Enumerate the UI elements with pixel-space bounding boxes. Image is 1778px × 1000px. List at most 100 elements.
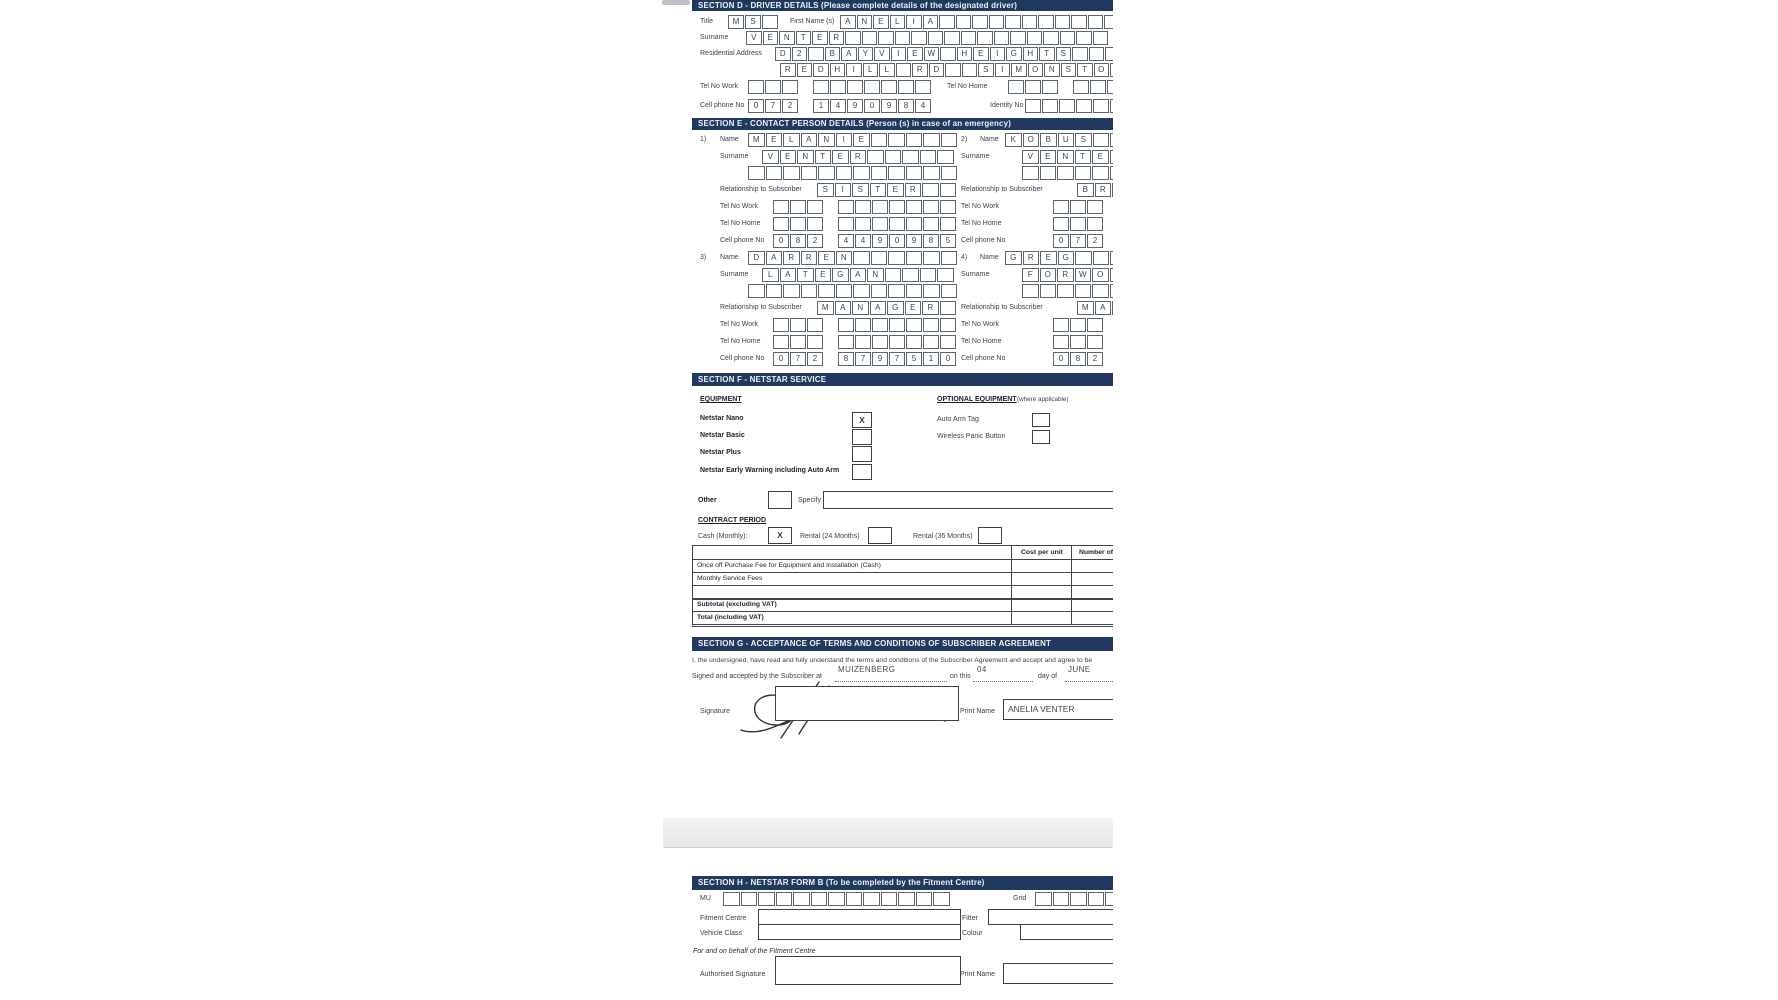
char-box (1092, 251, 1109, 265)
scan-artifact-smudge (662, 0, 690, 5)
form-label: Authorised Signature (700, 971, 766, 978)
char-box (835, 284, 852, 298)
char-box (838, 200, 854, 214)
char-box (919, 150, 936, 164)
char-box: 2 (807, 352, 823, 366)
char-box: O (1112, 183, 1113, 197)
char-box: O (1022, 133, 1039, 147)
checkbox-netstar-early-warning (852, 464, 872, 480)
char-box: E (814, 268, 831, 282)
char-box (1071, 15, 1087, 29)
char-box (1054, 15, 1070, 29)
char-box (915, 80, 931, 94)
char-box: R (1109, 150, 1113, 164)
char-box (923, 217, 939, 231)
char-box: R (922, 301, 939, 315)
checkbox-wireless-panic-button (1032, 430, 1050, 444)
char-box (783, 166, 800, 180)
char-box: 4 (855, 234, 871, 248)
char-box (1092, 133, 1109, 147)
char-box (1038, 15, 1054, 29)
char-box: G (887, 301, 904, 315)
section-header-section-g: SECTION G - ACCEPTANCE OF TERMS AND COND… (692, 637, 1113, 651)
char-box (894, 31, 910, 45)
char-box: E (796, 63, 812, 77)
form-label: Other (698, 497, 717, 504)
char-box (872, 335, 888, 349)
char-box (1070, 892, 1087, 906)
form-label: Identity No (990, 102, 1024, 109)
char-box (940, 200, 956, 214)
char-box (818, 166, 835, 180)
char-box (906, 318, 922, 332)
char-box (870, 284, 887, 298)
form-label: 4) (961, 254, 968, 261)
char-box (1053, 335, 1069, 349)
char-box (853, 284, 870, 298)
char-box (939, 301, 956, 315)
char-box (1076, 31, 1092, 45)
char-box (872, 200, 888, 214)
vehicle-class-field (758, 924, 961, 940)
char-box (888, 166, 905, 180)
char-box (923, 335, 939, 349)
char-box (1059, 99, 1075, 113)
form-label: Name (720, 254, 739, 261)
char-box (855, 217, 871, 231)
char-box: T (1077, 63, 1093, 77)
char-box (835, 166, 852, 180)
char-box: G (1057, 251, 1074, 265)
form-label: Tel No Home (947, 83, 988, 90)
form-label: Netstar Basic (700, 432, 745, 439)
char-box: S (852, 183, 869, 197)
char-box (927, 31, 943, 45)
char-box (939, 183, 956, 197)
char-box (773, 318, 789, 332)
char-box (940, 284, 957, 298)
char-box (853, 251, 870, 265)
char-box (870, 251, 887, 265)
char-box: H (829, 63, 845, 77)
form-label: Relationship to Subscriber (961, 186, 1043, 193)
char-box: R (780, 63, 796, 77)
form-label: Relationship to Subscriber (720, 304, 802, 311)
form-label: Auto Arm Tag (937, 416, 979, 423)
form-label: Specify (798, 497, 821, 504)
char-box (961, 63, 977, 77)
form-label: Fitment Centre (700, 915, 747, 922)
char-box (1087, 200, 1103, 214)
char-box: R (800, 251, 817, 265)
char-box (1026, 31, 1042, 45)
char-box (889, 318, 905, 332)
char-box: 8 (838, 352, 854, 366)
char-box (765, 80, 781, 94)
char-box (872, 318, 888, 332)
char-box: R (1057, 268, 1074, 282)
form-label: Name (980, 254, 999, 261)
char-box (1005, 15, 1021, 29)
char-box (1070, 217, 1086, 231)
char-box: A (841, 47, 857, 61)
authorised-signature-box (775, 956, 961, 985)
form-label: Tel No Work (961, 203, 999, 210)
char-box: R (1022, 251, 1039, 265)
char-box: G (1005, 251, 1022, 265)
char-box: E (1040, 251, 1057, 265)
char-box (945, 63, 961, 77)
char-box: D (775, 47, 791, 61)
char-box: F (1022, 268, 1039, 282)
char-box (765, 166, 782, 180)
char-box (1057, 284, 1074, 298)
char-box (861, 31, 877, 45)
char-box (782, 80, 798, 94)
form-label: MU (700, 895, 711, 902)
char-box (810, 892, 827, 906)
char-box (748, 80, 764, 94)
char-box: R (783, 251, 800, 265)
char-box (940, 251, 957, 265)
char-box: E (818, 251, 835, 265)
char-box: D (813, 63, 829, 77)
char-box (940, 47, 956, 61)
char-box: T (795, 31, 811, 45)
char-box (1109, 166, 1113, 180)
